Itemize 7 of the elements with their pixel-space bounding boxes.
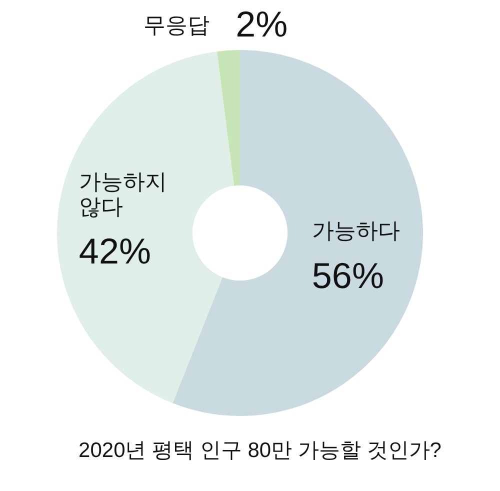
- slice-label: 무응답: [144, 12, 210, 38]
- text: 2020년 평택 인구 80만 가능할 것인가?: [78, 438, 442, 462]
- slice-label: 가능하지 않다: [78, 168, 167, 219]
- data-label: 42%: [78, 230, 151, 272]
- data-label: 2%: [236, 3, 288, 44]
- data-label: 56%: [312, 255, 384, 296]
- slice-label: 가능하다: [312, 218, 400, 244]
